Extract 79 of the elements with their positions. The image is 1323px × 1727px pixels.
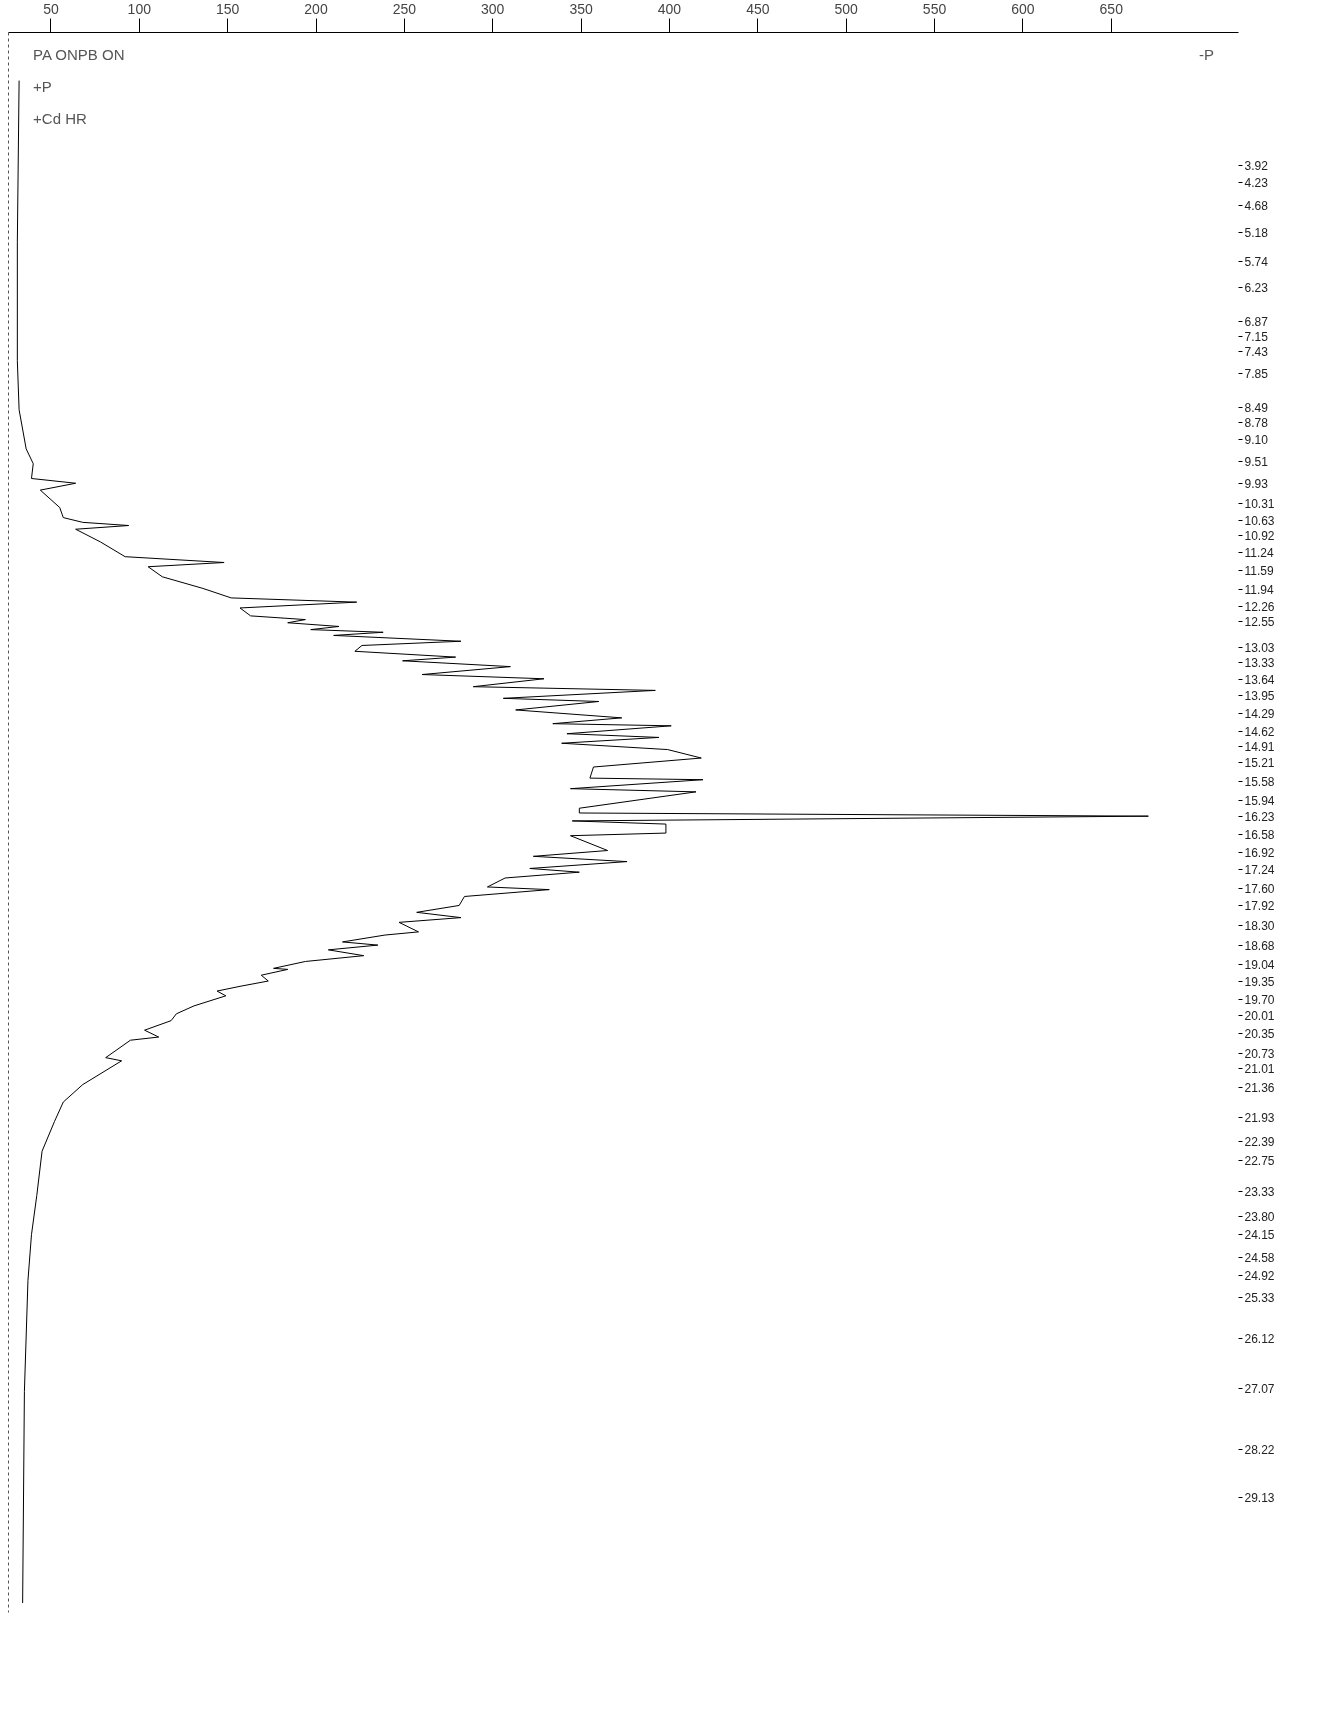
y-tick-label: 9.10 [1244,432,1269,447]
y-tick-label: 12.26 [1244,599,1275,614]
y-tick-label: 17.24 [1244,863,1275,878]
y-tick-label: 16.92 [1244,846,1275,861]
y-tick-label: 19.35 [1244,974,1275,989]
y-tick-label: 7.43 [1244,344,1269,359]
y-tick-label: 5.74 [1244,255,1269,270]
y-tick-label: 14.29 [1244,707,1275,722]
y-tick-label: 23.80 [1244,1209,1275,1224]
annotation: +Cd HR [33,110,88,127]
y-tick-label: 14.62 [1244,724,1275,739]
y-tick-label: 16.58 [1244,828,1275,843]
y-tick-label: 4.23 [1244,175,1269,190]
y-tick-label: 8.49 [1244,400,1269,415]
y-tick-label: 18.68 [1244,939,1275,954]
annotation: +P [33,78,52,95]
y-tick-label: 24.58 [1244,1250,1275,1265]
y-tick-label: 18.30 [1244,919,1275,934]
y-tick-label: 10.31 [1244,496,1275,511]
y-tick-label: 22.39 [1244,1135,1275,1150]
x-tick-label: 450 [746,0,770,17]
y-tick-label: 21.36 [1244,1080,1275,1095]
x-tick-label: 650 [1099,0,1124,17]
x-tick-label: 350 [569,0,593,17]
y-tick-label: 4.68 [1244,199,1269,214]
y-tick-label: 11.24 [1244,545,1274,560]
y-tick-label: 28.22 [1244,1443,1275,1458]
y-tick-label: 24.15 [1244,1228,1275,1243]
annotation: -P [1198,46,1214,63]
y-tick-label: 7.85 [1244,366,1269,381]
x-tick-label: 400 [657,0,682,17]
y-tick-label: 17.92 [1244,898,1275,913]
y-tick-label: 12.55 [1244,615,1275,630]
y-tick-label: 14.91 [1244,739,1275,754]
y-tick-label: 5.18 [1244,225,1269,240]
y-tick-label: 21.93 [1244,1110,1275,1125]
x-tick-label: 50 [43,0,59,17]
x-tick-label: 500 [834,0,859,17]
y-tick-label: 13.33 [1244,656,1275,671]
y-tick-label: 19.70 [1244,993,1275,1008]
y-tick-label: 13.95 [1244,689,1275,704]
x-tick-label: 200 [304,0,328,17]
x-tick-label: 550 [922,0,947,17]
y-tick-label: 13.64 [1244,672,1275,687]
y-tick-label: 11.59 [1244,564,1274,579]
y-tick-label: 20.73 [1244,1047,1275,1062]
y-tick-label: 7.15 [1244,329,1269,344]
y-tick-label: 10.63 [1244,513,1275,528]
y-tick-label: 3.92 [1244,159,1269,174]
x-tick-label: 250 [392,0,417,17]
x-tick-label: 300 [481,0,505,17]
y-tick-label: 26.12 [1244,1332,1275,1347]
y-tick-label: 9.51 [1244,454,1269,469]
x-tick-label: 600 [1011,0,1035,17]
y-tick-label: 15.21 [1244,755,1275,770]
y-tick-label: 6.87 [1244,315,1269,330]
y-tick-label: 20.35 [1244,1027,1275,1042]
y-tick-label: 15.58 [1244,775,1275,790]
y-tick-label: 27.07 [1244,1382,1275,1397]
y-tick-label: 29.13 [1244,1491,1275,1506]
y-tick-label: 8.78 [1244,415,1269,430]
y-tick-label: 24.92 [1244,1268,1275,1283]
y-tick-label: 20.01 [1244,1009,1275,1024]
x-tick-label: 100 [127,0,152,17]
y-tick-label: 22.75 [1244,1154,1275,1169]
y-tick-label: 23.33 [1244,1184,1275,1199]
y-tick-label: 17.60 [1244,882,1275,897]
annotation: PA ONPB ON [33,46,125,63]
y-tick-label: 6.23 [1244,281,1269,296]
y-tick-label: 10.92 [1244,529,1275,544]
y-tick-label: 15.94 [1244,794,1275,809]
x-tick-label: 150 [215,0,240,17]
y-tick-label: 9.93 [1244,476,1269,491]
y-tick-label: 13.03 [1244,640,1275,655]
y-tick-label: 11.94 [1244,582,1274,597]
y-tick-label: 16.23 [1244,809,1275,824]
y-tick-label: 21.01 [1244,1062,1275,1077]
y-tick-label: 25.33 [1244,1290,1275,1305]
y-tick-label: 19.04 [1244,958,1275,973]
